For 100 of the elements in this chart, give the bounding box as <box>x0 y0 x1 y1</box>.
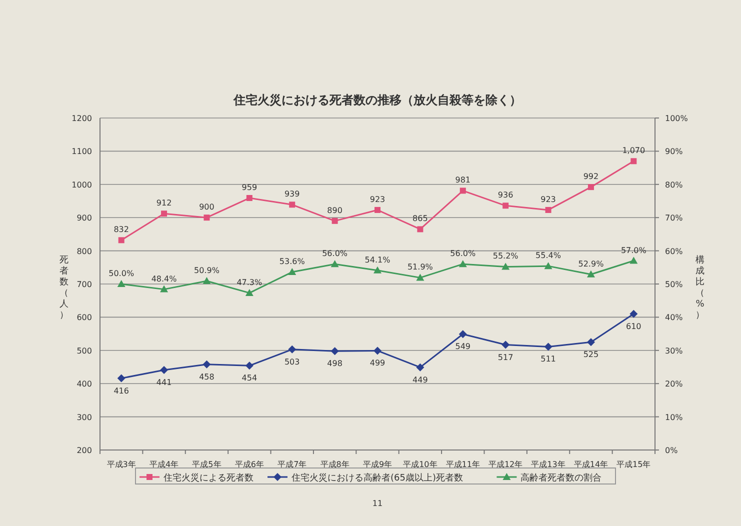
data-label: 992 <box>583 172 599 182</box>
data-label: 55.2% <box>492 252 519 261</box>
point <box>289 202 296 208</box>
point <box>204 214 210 221</box>
point <box>245 362 254 370</box>
data-label: 52.9% <box>578 259 604 268</box>
data-label: 610 <box>626 322 642 331</box>
point <box>202 360 211 368</box>
data-label: 890 <box>327 206 342 215</box>
legend-label: 住宅火災による死者数 <box>164 472 254 484</box>
point <box>118 237 124 244</box>
data-label: 900 <box>199 202 214 212</box>
data-label: 959 <box>242 183 258 192</box>
data-label: 48.4% <box>151 274 178 284</box>
y2-tick-label: 20% <box>665 380 684 389</box>
point <box>502 262 510 270</box>
data-label: 939 <box>284 190 300 199</box>
point <box>330 260 339 268</box>
y2-tick-label: 0% <box>665 446 678 455</box>
data-label: 525 <box>583 350 599 360</box>
y2-tick-label: 50% <box>665 280 684 289</box>
y2-tick-label: 10% <box>665 412 684 422</box>
data-label: 57.0% <box>620 246 647 255</box>
point <box>544 342 552 351</box>
data-label: 51.9% <box>407 262 434 272</box>
y-tick-label: 800 <box>76 246 92 256</box>
point <box>545 206 552 213</box>
data-label: 47.3% <box>236 278 263 287</box>
x-tick-label: 平成11年 <box>446 460 480 469</box>
data-label: 865 <box>412 214 428 224</box>
data-label: 449 <box>412 375 428 384</box>
y2-tick-label: 90% <box>665 147 684 156</box>
data-label: 832 <box>114 225 129 234</box>
y2-tick-label: 30% <box>665 346 684 356</box>
data-label: 1,070 <box>622 146 646 156</box>
y-tick-label: 200 <box>76 446 92 455</box>
chart-title: 住宅火災における死者数の推移（放火自殺等を除く） <box>232 93 522 107</box>
legend-label: 住宅火災における高齢者(65歳以上)死者数 <box>292 472 463 484</box>
data-label: 56.0% <box>450 249 476 258</box>
y2-tick-label: 80% <box>665 180 684 190</box>
x-tick-label: 平成12年 <box>488 460 523 469</box>
x-tick-label: 平成13年 <box>531 460 566 469</box>
point <box>374 206 380 213</box>
x-tick-label: 平成8年 <box>320 460 350 469</box>
point <box>458 330 467 338</box>
data-label: 53.6% <box>279 257 306 266</box>
point <box>416 274 424 281</box>
data-label: 454 <box>242 374 258 383</box>
y-tick-label: 500 <box>76 346 92 356</box>
data-label: 499 <box>370 358 386 368</box>
data-label: 517 <box>498 352 514 362</box>
data-label: 503 <box>284 357 300 366</box>
data-label: 923 <box>370 194 386 204</box>
point <box>202 277 211 284</box>
data-label: 458 <box>199 372 214 382</box>
x-tick-label: 平成7年 <box>278 460 307 469</box>
point <box>544 262 552 270</box>
y-tick-label: 1000 <box>72 180 92 190</box>
point <box>586 270 595 278</box>
data-label: 55.4% <box>536 251 562 260</box>
y2-tick-label: 70% <box>665 214 684 223</box>
data-label: 511 <box>540 354 556 364</box>
point <box>117 374 126 382</box>
x-tick-label: 平成6年 <box>234 460 264 469</box>
point <box>117 280 126 287</box>
y-tick-label: 700 <box>76 280 92 289</box>
point <box>245 288 254 296</box>
point <box>502 340 510 349</box>
x-tick-label: 平成15年 <box>616 460 651 469</box>
data-label: 923 <box>540 194 556 204</box>
data-label: 50.0% <box>108 269 134 278</box>
x-tick-label: 平成5年 <box>192 460 222 469</box>
point <box>460 188 466 194</box>
point <box>288 268 296 276</box>
y-tick-label: 400 <box>76 380 92 389</box>
data-label: 498 <box>327 359 342 368</box>
point <box>160 366 168 374</box>
point <box>502 202 509 209</box>
x-tick-label: 平成3年 <box>106 460 136 469</box>
data-label: 912 <box>156 198 172 208</box>
y-tick-label: 900 <box>76 214 92 223</box>
data-label: 981 <box>455 176 471 185</box>
data-label: 936 <box>498 190 514 200</box>
x-tick-label: 平成9年 <box>362 460 392 469</box>
text: 11 <box>372 499 383 508</box>
data-label: 416 <box>114 386 129 396</box>
data-label: 56.0% <box>322 249 348 258</box>
point <box>588 184 594 190</box>
point <box>374 346 382 355</box>
y-tick-label: 1200 <box>72 114 92 123</box>
point <box>586 338 595 346</box>
y-axis-title: 死者数（人） <box>60 256 68 320</box>
point <box>458 260 467 268</box>
point <box>288 345 296 354</box>
point <box>330 347 339 356</box>
y-tick-label: 1100 <box>72 147 92 156</box>
point <box>417 226 424 232</box>
legend-label: 高齢者死者数の割合 <box>520 472 602 484</box>
y2-axis-title: 構成比（%） <box>696 254 705 320</box>
point <box>246 195 252 202</box>
